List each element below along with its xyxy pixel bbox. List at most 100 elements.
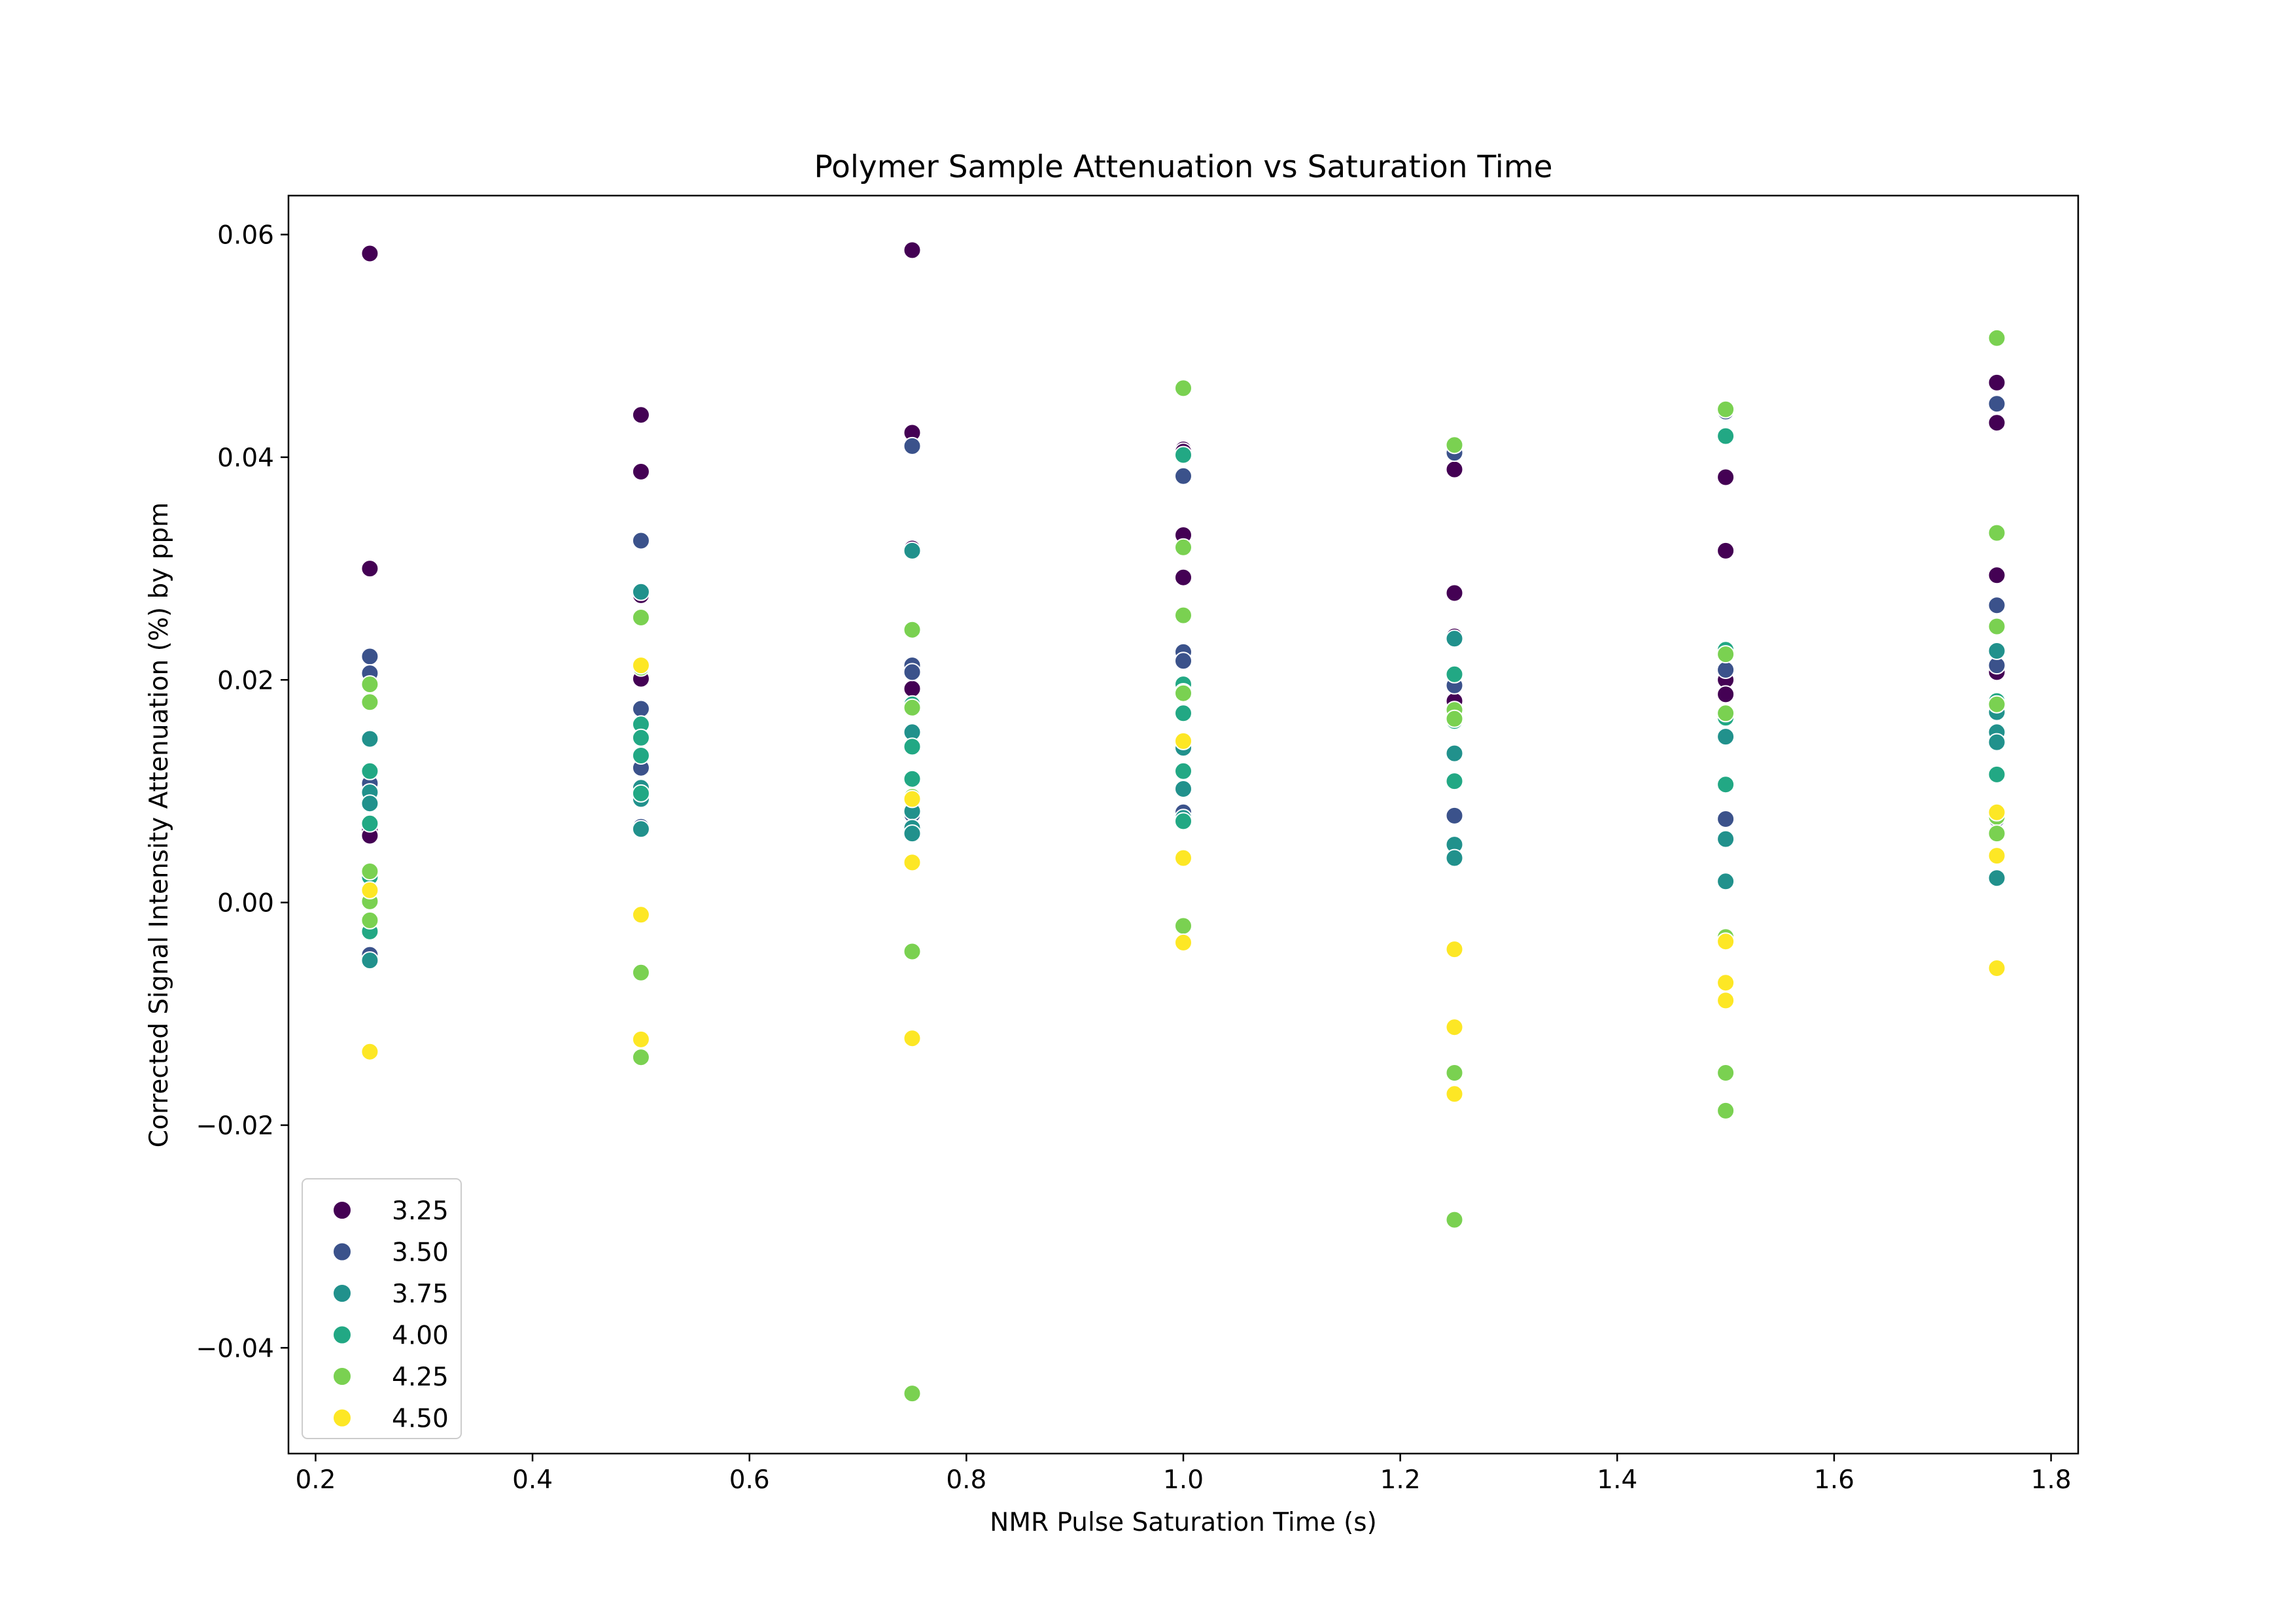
data-point [1716, 645, 1735, 664]
data-point [903, 679, 922, 698]
data-point [1174, 933, 1192, 952]
data-point [631, 905, 650, 924]
x-tick-label: 0.2 [295, 1465, 336, 1495]
legend-label: 4.00 [392, 1321, 449, 1351]
data-point [1445, 1064, 1464, 1082]
data-point [903, 853, 922, 872]
data-point [1987, 733, 2006, 752]
legend-marker [332, 1283, 352, 1303]
data-point [631, 1030, 650, 1049]
legend-marker [332, 1367, 352, 1386]
data-point [1445, 744, 1464, 763]
legend-label: 3.50 [392, 1238, 449, 1268]
data-point [360, 911, 379, 930]
legend-marker [332, 1408, 352, 1428]
data-point [360, 814, 379, 833]
data-point [1716, 810, 1735, 828]
x-tick-label: 1.4 [1597, 1465, 1637, 1495]
data-point [1174, 652, 1192, 671]
data-point [1174, 379, 1192, 398]
data-point [360, 729, 379, 748]
data-point [1716, 991, 1735, 1010]
data-point [1445, 629, 1464, 648]
data-point [1174, 780, 1192, 798]
data-point [1174, 812, 1192, 831]
y-tick-label: −0.04 [196, 1334, 274, 1363]
data-point [360, 794, 379, 813]
data-point [1445, 584, 1464, 602]
data-point [631, 462, 650, 481]
legend-marker [332, 1242, 352, 1262]
data-point [1987, 394, 2006, 413]
data-point [1445, 1018, 1464, 1037]
data-point [903, 824, 922, 843]
data-point [1987, 566, 2006, 585]
data-point [1716, 400, 1735, 419]
x-axis: 0.2 0.4 0.6 0.8 1.0 1.2 1.4 1.6 1.8 [295, 1454, 2072, 1495]
data-point [360, 951, 379, 970]
legend-marker [332, 1325, 352, 1345]
y-tick-label: 0.04 [217, 444, 274, 473]
data-point [1445, 806, 1464, 825]
data-point [1987, 803, 2006, 822]
data-point [903, 1384, 922, 1403]
data-point [631, 406, 650, 425]
data-point [1987, 596, 2006, 615]
data-point [1987, 642, 2006, 660]
legend-label: 4.25 [392, 1363, 449, 1392]
data-point [903, 620, 922, 639]
chart-title: Polymer Sample Attenuation vs Saturation… [814, 149, 1552, 185]
data-point [1987, 617, 2006, 636]
data-point [360, 881, 379, 899]
plot-area [360, 241, 2006, 1403]
x-tick-label: 0.6 [729, 1465, 770, 1495]
data-point [1987, 523, 2006, 542]
data-point [903, 541, 922, 560]
data-point [1445, 709, 1464, 728]
legend-marker [332, 1200, 352, 1220]
data-point [1174, 445, 1192, 464]
data-point [1716, 427, 1735, 445]
data-point [903, 942, 922, 961]
data-point [1987, 413, 2006, 432]
data-point [1445, 1085, 1464, 1104]
data-point [631, 784, 650, 803]
data-point [1987, 373, 2006, 392]
data-point [903, 1029, 922, 1048]
data-point [360, 862, 379, 881]
data-point [903, 241, 922, 260]
data-point [631, 1048, 650, 1067]
data-point [903, 663, 922, 682]
data-point [1174, 916, 1192, 935]
data-point [1716, 704, 1735, 723]
data-point [631, 699, 650, 718]
data-point [360, 559, 379, 578]
data-point [1716, 685, 1735, 704]
data-point [903, 698, 922, 717]
data-point [1716, 1101, 1735, 1120]
data-point [360, 675, 379, 694]
data-point [1987, 846, 2006, 865]
data-point [1445, 940, 1464, 959]
data-point [1445, 460, 1464, 479]
data-point [1716, 661, 1735, 679]
data-point [631, 963, 650, 982]
data-point [1716, 829, 1735, 848]
x-tick-label: 1.2 [1380, 1465, 1421, 1495]
data-point [1716, 541, 1735, 560]
data-point [1445, 1210, 1464, 1229]
y-tick-label: 0.02 [217, 666, 274, 695]
data-point [1174, 684, 1192, 703]
y-tick-label: 0.06 [217, 221, 274, 251]
data-point [631, 608, 650, 627]
y-tick-label: −0.02 [196, 1111, 274, 1141]
data-point [1174, 848, 1192, 867]
data-point [903, 737, 922, 756]
legend-label: 3.25 [392, 1196, 449, 1226]
x-tick-label: 0.8 [946, 1465, 986, 1495]
y-tick-label: 0.00 [217, 889, 274, 918]
y-axis-label: Corrected Signal Intensity Attenuation (… [145, 502, 174, 1147]
data-point [903, 790, 922, 809]
data-point [1174, 606, 1192, 625]
